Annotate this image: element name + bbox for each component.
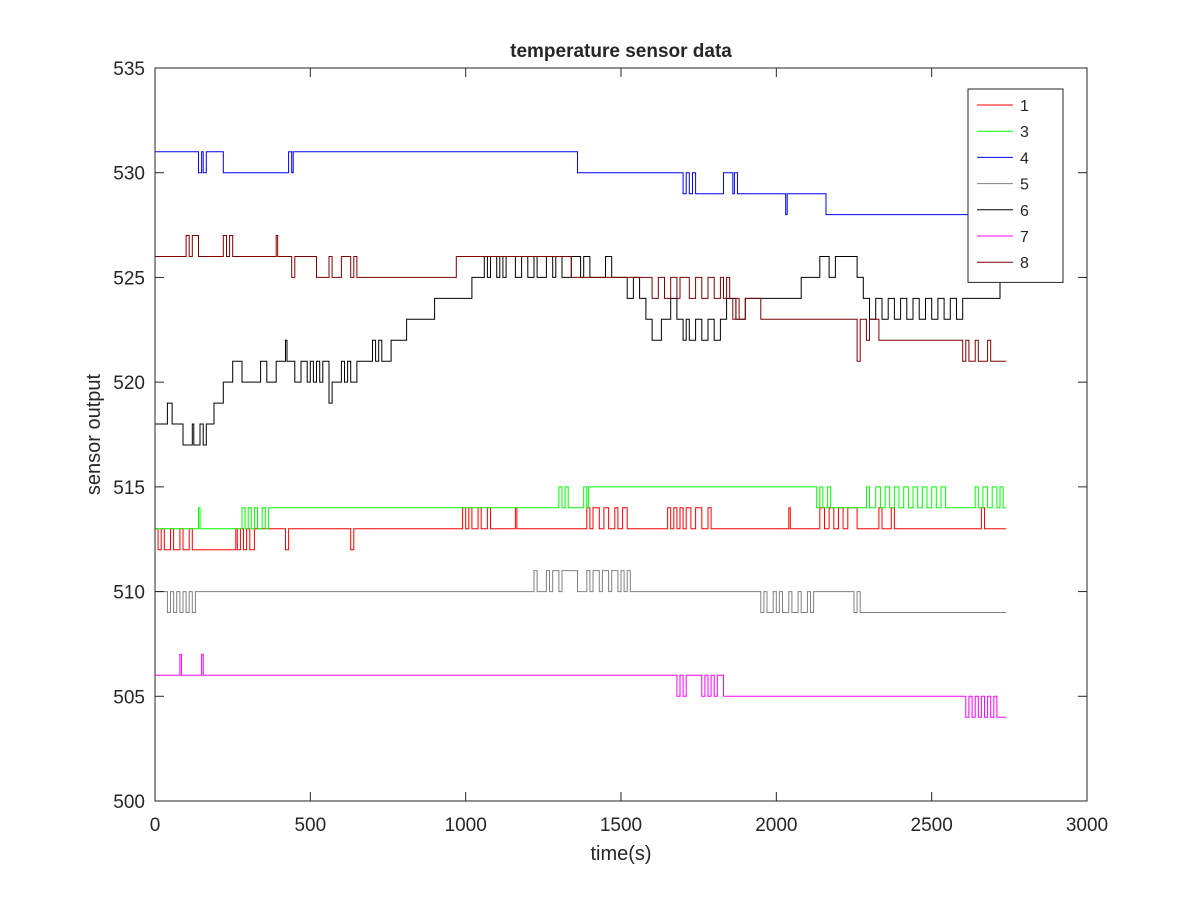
y-tick-label: 520 — [113, 373, 145, 394]
series-line-7 — [155, 653, 1007, 718]
plot-area: 0 500 1000 1500 2000 2500 30005005055105155205… — [113, 59, 1108, 836]
x-tick-label: 1500 — [600, 815, 642, 836]
x-tick-label: 2000 — [755, 815, 797, 836]
legend-label-1: 1 — [1020, 98, 1029, 115]
y-axis-label: sensor output — [83, 373, 105, 495]
plot-background — [155, 68, 1087, 801]
legend-box — [967, 88, 1064, 283]
series-line-5 — [155, 570, 1007, 613]
legend: 1 3 4 5 6 7 8 — [967, 88, 1064, 283]
y-tick-label: 535 — [113, 59, 145, 80]
x-axis-label: time(s) — [590, 843, 651, 865]
y-tick-label: 530 — [113, 164, 145, 185]
series-line-3 — [155, 486, 1007, 530]
legend-label-3: 3 — [1020, 124, 1029, 141]
series-line-4 — [155, 151, 1007, 216]
chart-title: temperature sensor data — [510, 41, 732, 62]
x-tick-label: 2500 — [911, 815, 953, 836]
y-tick-label: 510 — [113, 583, 145, 604]
series-line-1 — [155, 507, 1007, 551]
legend-label-7: 7 — [1020, 229, 1029, 246]
legend-label-5: 5 — [1020, 177, 1029, 194]
legend-label-4: 4 — [1020, 150, 1029, 167]
y-tick-label: 525 — [113, 268, 145, 289]
y-tick-label: 505 — [113, 687, 145, 708]
x-tick-label: 3000 — [1066, 815, 1108, 836]
x-tick-label: 0 — [150, 815, 161, 836]
x-tick-label: 1000 — [445, 815, 487, 836]
series-line-8 — [155, 235, 1007, 362]
y-tick-label: 515 — [113, 478, 145, 499]
legend-label-8: 8 — [1020, 255, 1029, 272]
x-tick-label: 500 — [294, 815, 326, 836]
legend-label-6: 6 — [1020, 203, 1029, 220]
y-tick-label: 500 — [113, 792, 145, 813]
